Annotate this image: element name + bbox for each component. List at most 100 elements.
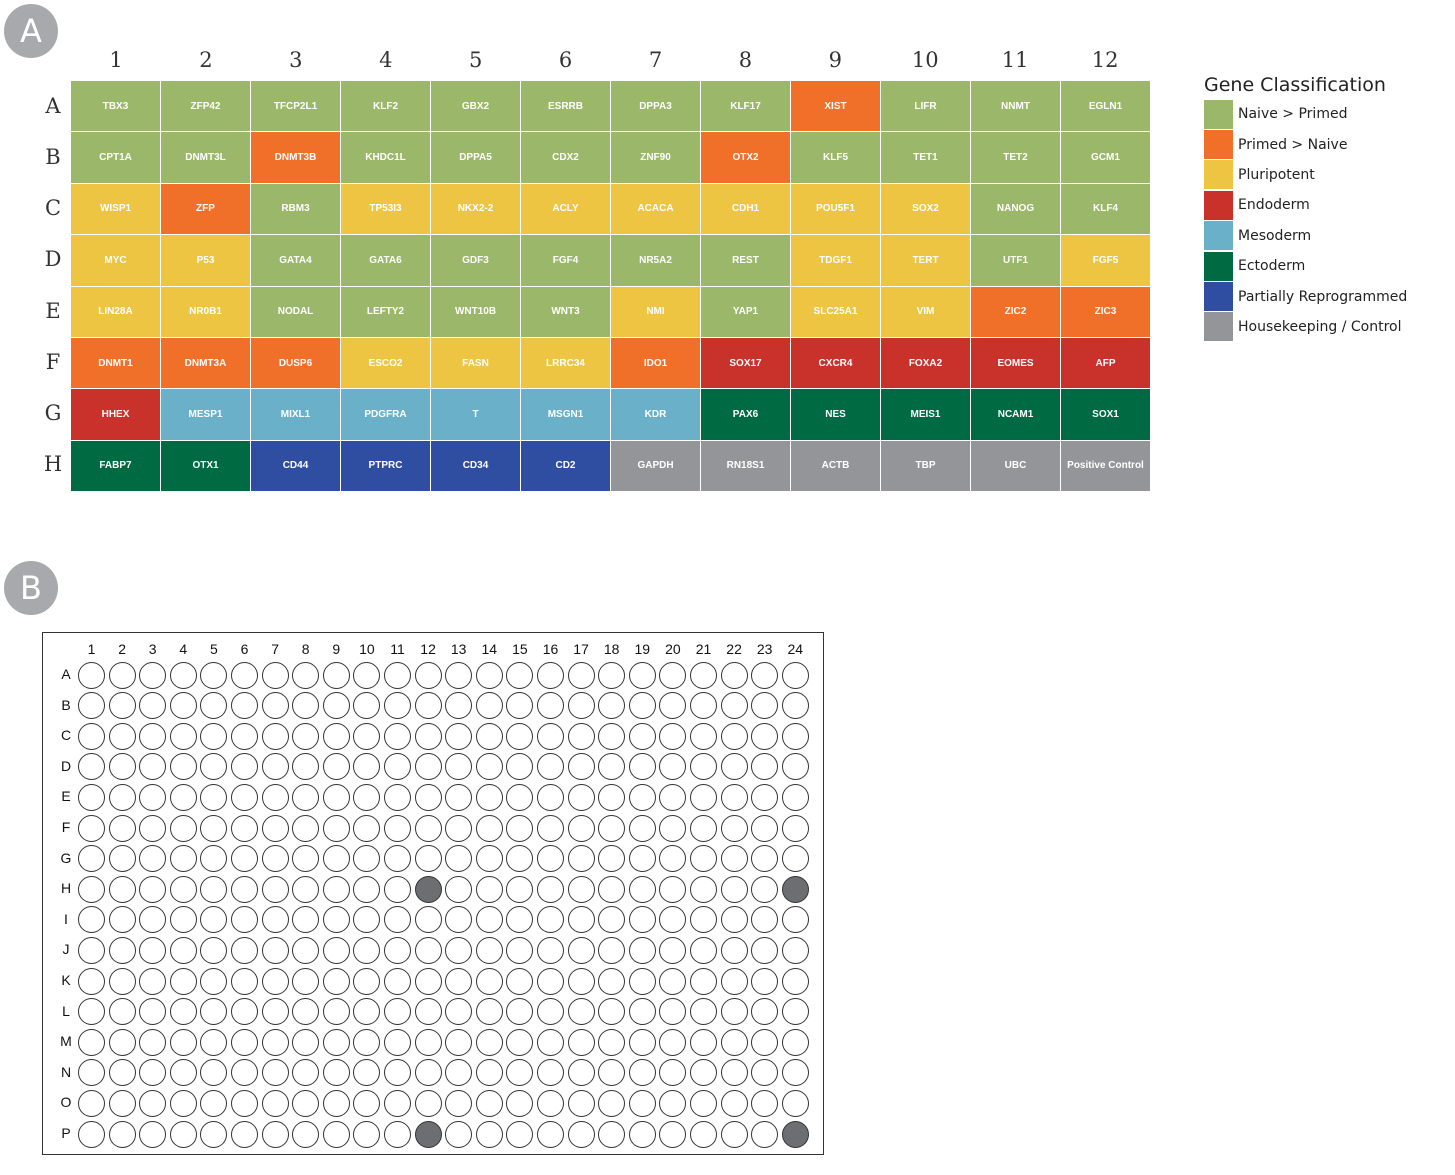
plate-column-label-11: 11 <box>390 641 405 657</box>
plate-column-label-12: 12 <box>420 641 436 657</box>
well-filled <box>414 1120 442 1148</box>
well <box>659 906 687 934</box>
well <box>200 845 228 873</box>
plate-column-label-10: 10 <box>359 641 375 657</box>
column-label-7: 7 <box>648 48 663 72</box>
panel-a-badge: A <box>4 4 58 58</box>
plate-row-label-O: O <box>60 1094 72 1111</box>
well <box>659 722 687 750</box>
well <box>353 692 381 720</box>
legend-item: Mesoderm <box>1204 221 1407 251</box>
well <box>139 753 167 781</box>
well <box>78 1028 105 1056</box>
legend-item: Primed > Naive <box>1204 129 1407 160</box>
well <box>475 998 503 1026</box>
well <box>322 845 350 873</box>
well <box>292 1120 320 1148</box>
gene-cell: TP53I3 <box>341 183 430 235</box>
well <box>292 845 320 873</box>
well <box>231 1059 258 1087</box>
plate-row-label-I: I <box>64 910 68 927</box>
gene-cell: CPT1A <box>71 132 160 183</box>
gene-cell: CD34 <box>431 440 520 491</box>
well <box>720 906 748 934</box>
well <box>598 1028 626 1056</box>
well <box>506 814 534 842</box>
well <box>445 845 473 873</box>
well <box>781 967 809 995</box>
well <box>261 906 289 934</box>
well <box>200 998 228 1026</box>
gene-cell: ZFP <box>161 183 250 235</box>
well <box>506 1089 534 1117</box>
well <box>261 875 289 903</box>
gene-cell: DUSP6 <box>251 337 340 389</box>
gene-cell: GBX2 <box>431 81 520 132</box>
well <box>414 936 442 964</box>
well <box>659 875 687 903</box>
legend-swatch <box>1204 282 1233 312</box>
well <box>292 1028 320 1056</box>
legend-label: Pluripotent <box>1238 166 1315 183</box>
gene-cell: KDR <box>611 389 700 440</box>
gene-cell: VIM <box>881 286 970 337</box>
well <box>506 998 534 1026</box>
well <box>567 998 595 1026</box>
well <box>231 998 258 1026</box>
well <box>690 875 717 903</box>
well <box>537 753 564 781</box>
well <box>78 875 105 903</box>
plate-column-label-1: 1 <box>87 641 96 657</box>
well <box>598 845 626 873</box>
well <box>200 1120 228 1148</box>
gene-cell: NODAL <box>251 286 340 337</box>
well <box>445 753 473 781</box>
well <box>384 661 411 689</box>
well <box>720 936 748 964</box>
well <box>384 692 411 720</box>
well <box>659 967 687 995</box>
well <box>628 845 656 873</box>
gene-cell: WNT10B <box>431 286 520 337</box>
gene-cell: WISP1 <box>71 183 160 235</box>
well <box>322 875 350 903</box>
well <box>200 722 228 750</box>
well <box>353 661 381 689</box>
well <box>751 783 779 811</box>
well <box>292 753 320 781</box>
well <box>322 814 350 842</box>
well <box>751 967 779 995</box>
gene-cell: XIST <box>791 81 880 132</box>
gene-cell: CDH1 <box>701 183 790 235</box>
row-label-A: A <box>45 93 61 118</box>
well <box>751 661 779 689</box>
gene-cell: CDX2 <box>521 132 610 183</box>
row-label-F: F <box>45 349 61 374</box>
well <box>445 1089 473 1117</box>
well <box>78 1059 105 1087</box>
legend-swatch <box>1204 99 1233 129</box>
gene-cell: NR5A2 <box>611 235 700 286</box>
well <box>567 967 595 995</box>
well <box>506 753 534 781</box>
well <box>475 661 503 689</box>
well <box>537 998 564 1026</box>
well <box>353 1059 381 1087</box>
gene-cell: TET1 <box>881 132 970 183</box>
well <box>414 722 442 750</box>
well <box>169 967 197 995</box>
gene-cell: PAX6 <box>701 389 790 440</box>
gene-cell: KLF2 <box>341 81 430 132</box>
well <box>659 753 687 781</box>
gene-cell: GATA6 <box>341 235 430 286</box>
well <box>567 814 595 842</box>
well <box>231 936 258 964</box>
well <box>628 906 656 934</box>
gene-cell: ESRRB <box>521 81 610 132</box>
well-plate-384: 1 2 3 4 5 6 7 8 9 10 11 12 13 14 15 16 17 18 19 20 21 22 23 24 A… <box>42 632 824 1155</box>
gene-cell: NR0B1 <box>161 286 250 337</box>
well <box>690 1059 717 1087</box>
well <box>628 1028 656 1056</box>
well <box>322 998 350 1026</box>
well <box>567 722 595 750</box>
